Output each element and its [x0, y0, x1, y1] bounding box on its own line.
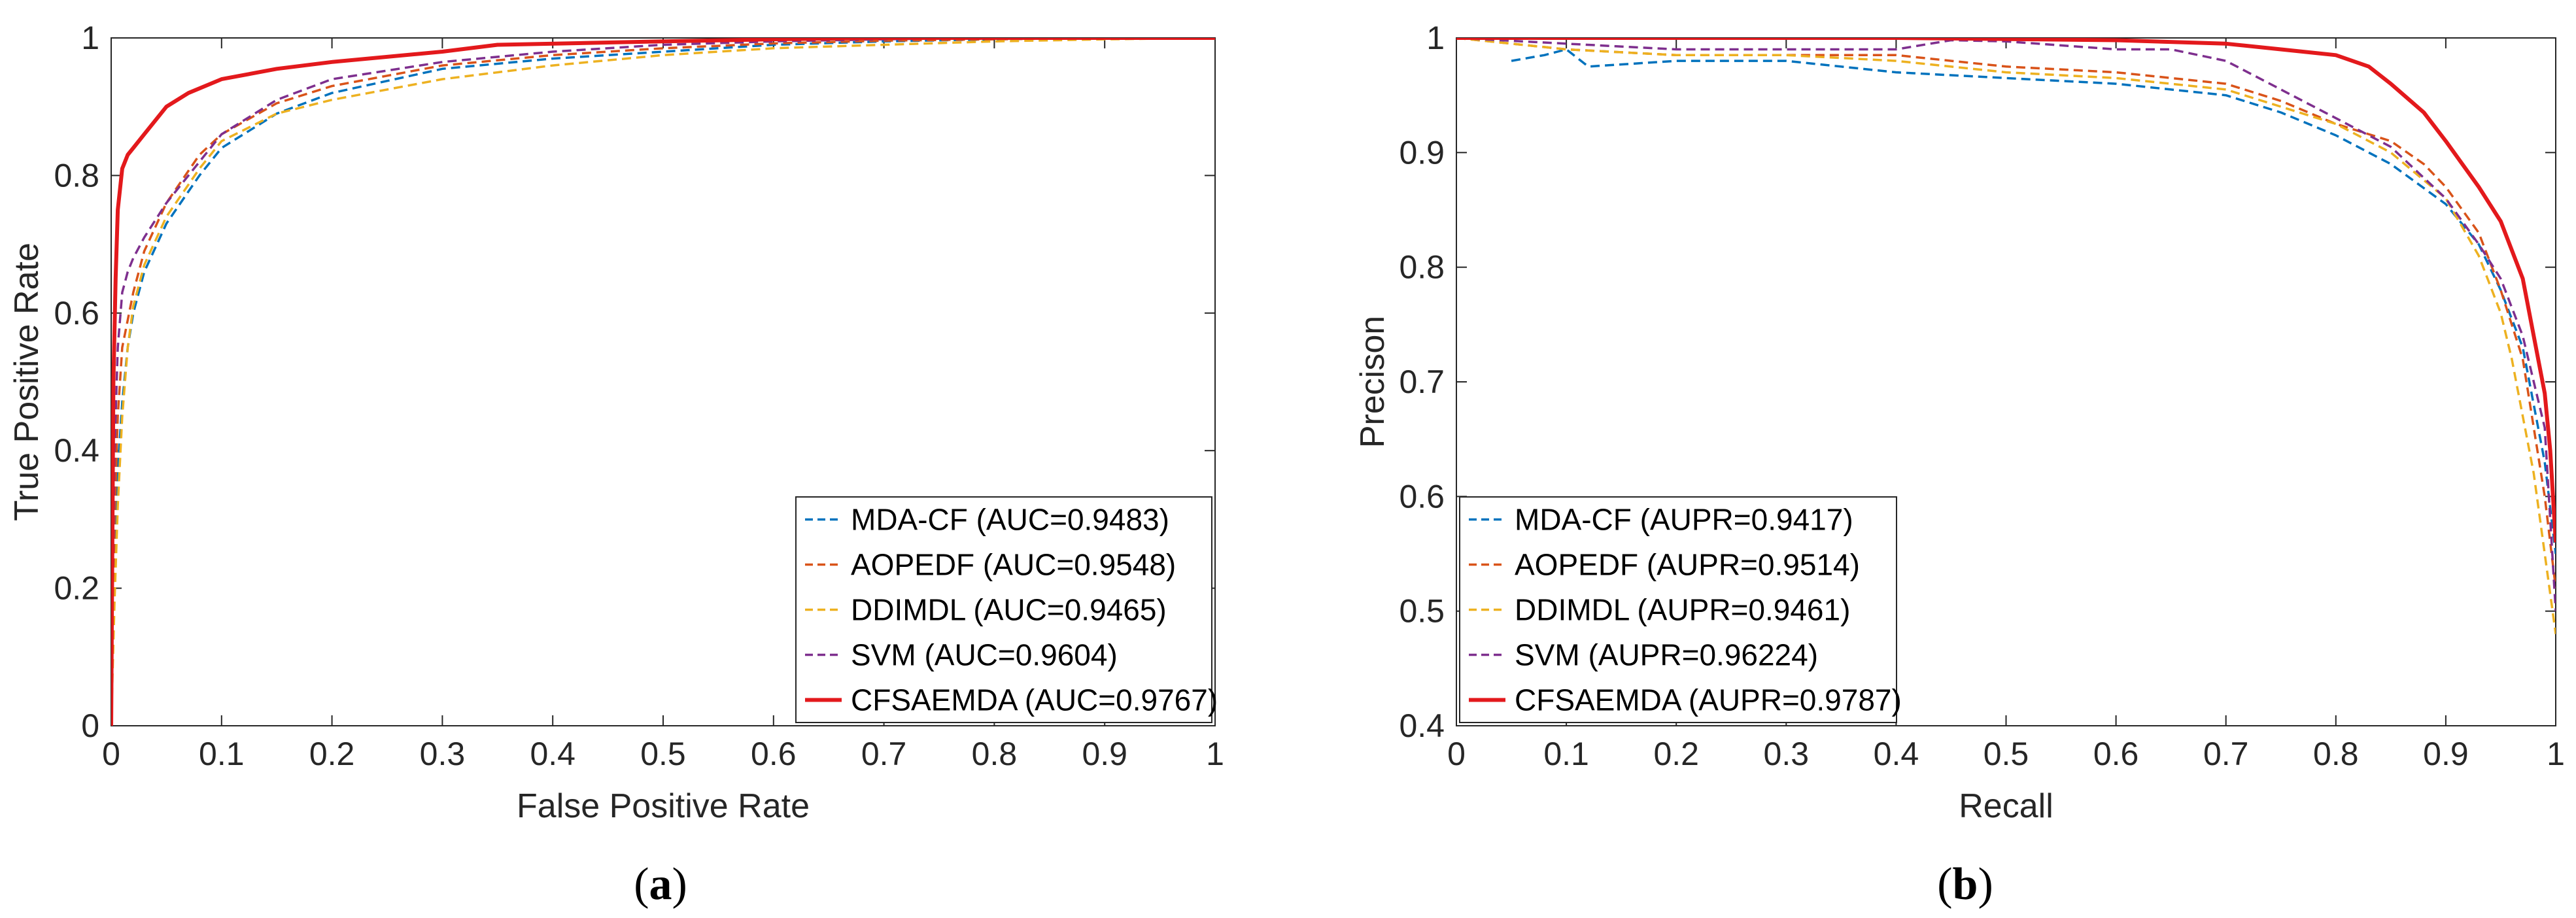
- caption-letter: a: [649, 859, 672, 910]
- y-tick-label: 0.7: [1399, 364, 1445, 400]
- x-tick-label: 0.6: [751, 736, 797, 772]
- caption-paren-open: (: [634, 859, 649, 910]
- series-line-ddimdl: [1456, 38, 2556, 634]
- x-tick-label: 0.3: [420, 736, 466, 772]
- y-tick-label: 0: [81, 707, 99, 744]
- y-tick-label: 0.8: [54, 157, 99, 194]
- x-tick-label: 0.2: [1653, 736, 1699, 772]
- x-tick-label: 0.3: [1764, 736, 1810, 772]
- legend-entry: CFSAEMDA (AUC=0.9767): [851, 683, 1218, 717]
- legend: MDA-CF (AUC=0.9483) AOPEDF (AUC=0.9548) DD…: [795, 496, 1218, 723]
- legend-entry: MDA-CF (AUC=0.9483): [851, 503, 1169, 537]
- panel-caption: (b): [1937, 859, 1993, 910]
- series-lines: [1456, 38, 2556, 634]
- legend-entry: CFSAEMDA (AUPR=0.9787): [1515, 683, 1902, 717]
- series-line-aopedf: [111, 38, 1215, 726]
- x-tick-label: 0: [1447, 736, 1466, 772]
- legend-entry: SVM (AUPR=0.96224): [1515, 638, 1818, 672]
- y-tick-label: 0.2: [54, 570, 99, 607]
- legend: MDA-CF (AUPR=0.9417) AOPEDF (AUPR=0.9514)…: [1459, 496, 1902, 723]
- y-tick-label: 0.6: [54, 295, 99, 332]
- x-tick-label: 0.9: [2423, 736, 2469, 772]
- legend-box: [1459, 496, 1897, 723]
- y-tick-label: 1: [81, 20, 99, 56]
- x-axis-label: Recall: [1959, 787, 2053, 825]
- x-tick-label: 0.5: [1984, 736, 2029, 772]
- legend-entry: SVM (AUC=0.9604): [851, 638, 1118, 672]
- x-tick-label: 0.5: [640, 736, 686, 772]
- series-line-cfsaemda: [1456, 38, 2556, 543]
- panel-caption: (a): [634, 859, 687, 910]
- y-tick-label: 0.4: [54, 432, 99, 469]
- x-tick-label: 0.8: [972, 736, 1018, 772]
- x-tick-label: 0.7: [2203, 736, 2249, 772]
- caption-letter: b: [1953, 859, 1978, 910]
- x-tick-label: 1: [2547, 736, 2565, 772]
- x-tick-label: 0.6: [2093, 736, 2139, 772]
- x-tick-label: 0.1: [1543, 736, 1589, 772]
- y-tick-label: 0.6: [1399, 478, 1445, 515]
- x-tick-label: 0: [102, 736, 120, 772]
- y-axis-label: Precison: [1354, 316, 1392, 448]
- series-line-cfsaemda: [111, 38, 1215, 726]
- x-axis-label: False Positive Rate: [517, 787, 810, 825]
- series-line-svm: [111, 38, 1215, 726]
- legend-entry: DDIMDL (AUC=0.9465): [851, 593, 1167, 627]
- x-tick-label: 0.7: [861, 736, 907, 772]
- roc-panel: 0 0.1 0.2 0.3 0.4 0.5 0.6 0.7 0.8 0.9 1 0 0.2 0.4 0.6 0…: [8, 20, 1224, 910]
- series-line-svm: [1456, 38, 2556, 611]
- series-line-ddimdl: [111, 38, 1215, 726]
- y-tick-label: 0.9: [1399, 134, 1445, 171]
- legend-entry: DDIMDL (AUPR=0.9461): [1515, 593, 1850, 627]
- legend-entry: AOPEDF (AUC=0.9548): [851, 548, 1176, 582]
- y-tick-label: 0.8: [1399, 249, 1445, 286]
- x-tick-label: 1: [1206, 736, 1224, 772]
- caption-paren-open: (: [1937, 859, 1952, 910]
- x-tick-label: 0.4: [1874, 736, 1919, 772]
- caption-paren-close: ): [672, 859, 687, 910]
- series-line-mda-cf: [1511, 48, 2556, 554]
- x-tick-label: 0.8: [2313, 736, 2359, 772]
- pr-panel: 0 0.1 0.2 0.3 0.4 0.5 0.6 0.7 0.8 0.9 1 0.4 0.5 0.6 0.…: [1354, 20, 2565, 910]
- x-tick-label: 0.1: [199, 736, 245, 772]
- series-lines: [111, 38, 1215, 726]
- x-tick-label: 0.9: [1082, 736, 1127, 772]
- x-tick-label: 0.2: [309, 736, 355, 772]
- y-tick-label: 0.4: [1399, 707, 1445, 744]
- caption-paren-close: ): [1978, 859, 1993, 910]
- legend-entry: AOPEDF (AUPR=0.9514): [1515, 548, 1860, 582]
- y-tick-label: 0.5: [1399, 593, 1445, 630]
- legend-box: [795, 496, 1212, 723]
- y-axis-label: True Positive Rate: [8, 243, 46, 521]
- x-tick-label: 0.4: [530, 736, 575, 772]
- y-tick-label: 1: [1426, 20, 1445, 56]
- legend-entry: MDA-CF (AUPR=0.9417): [1515, 503, 1853, 537]
